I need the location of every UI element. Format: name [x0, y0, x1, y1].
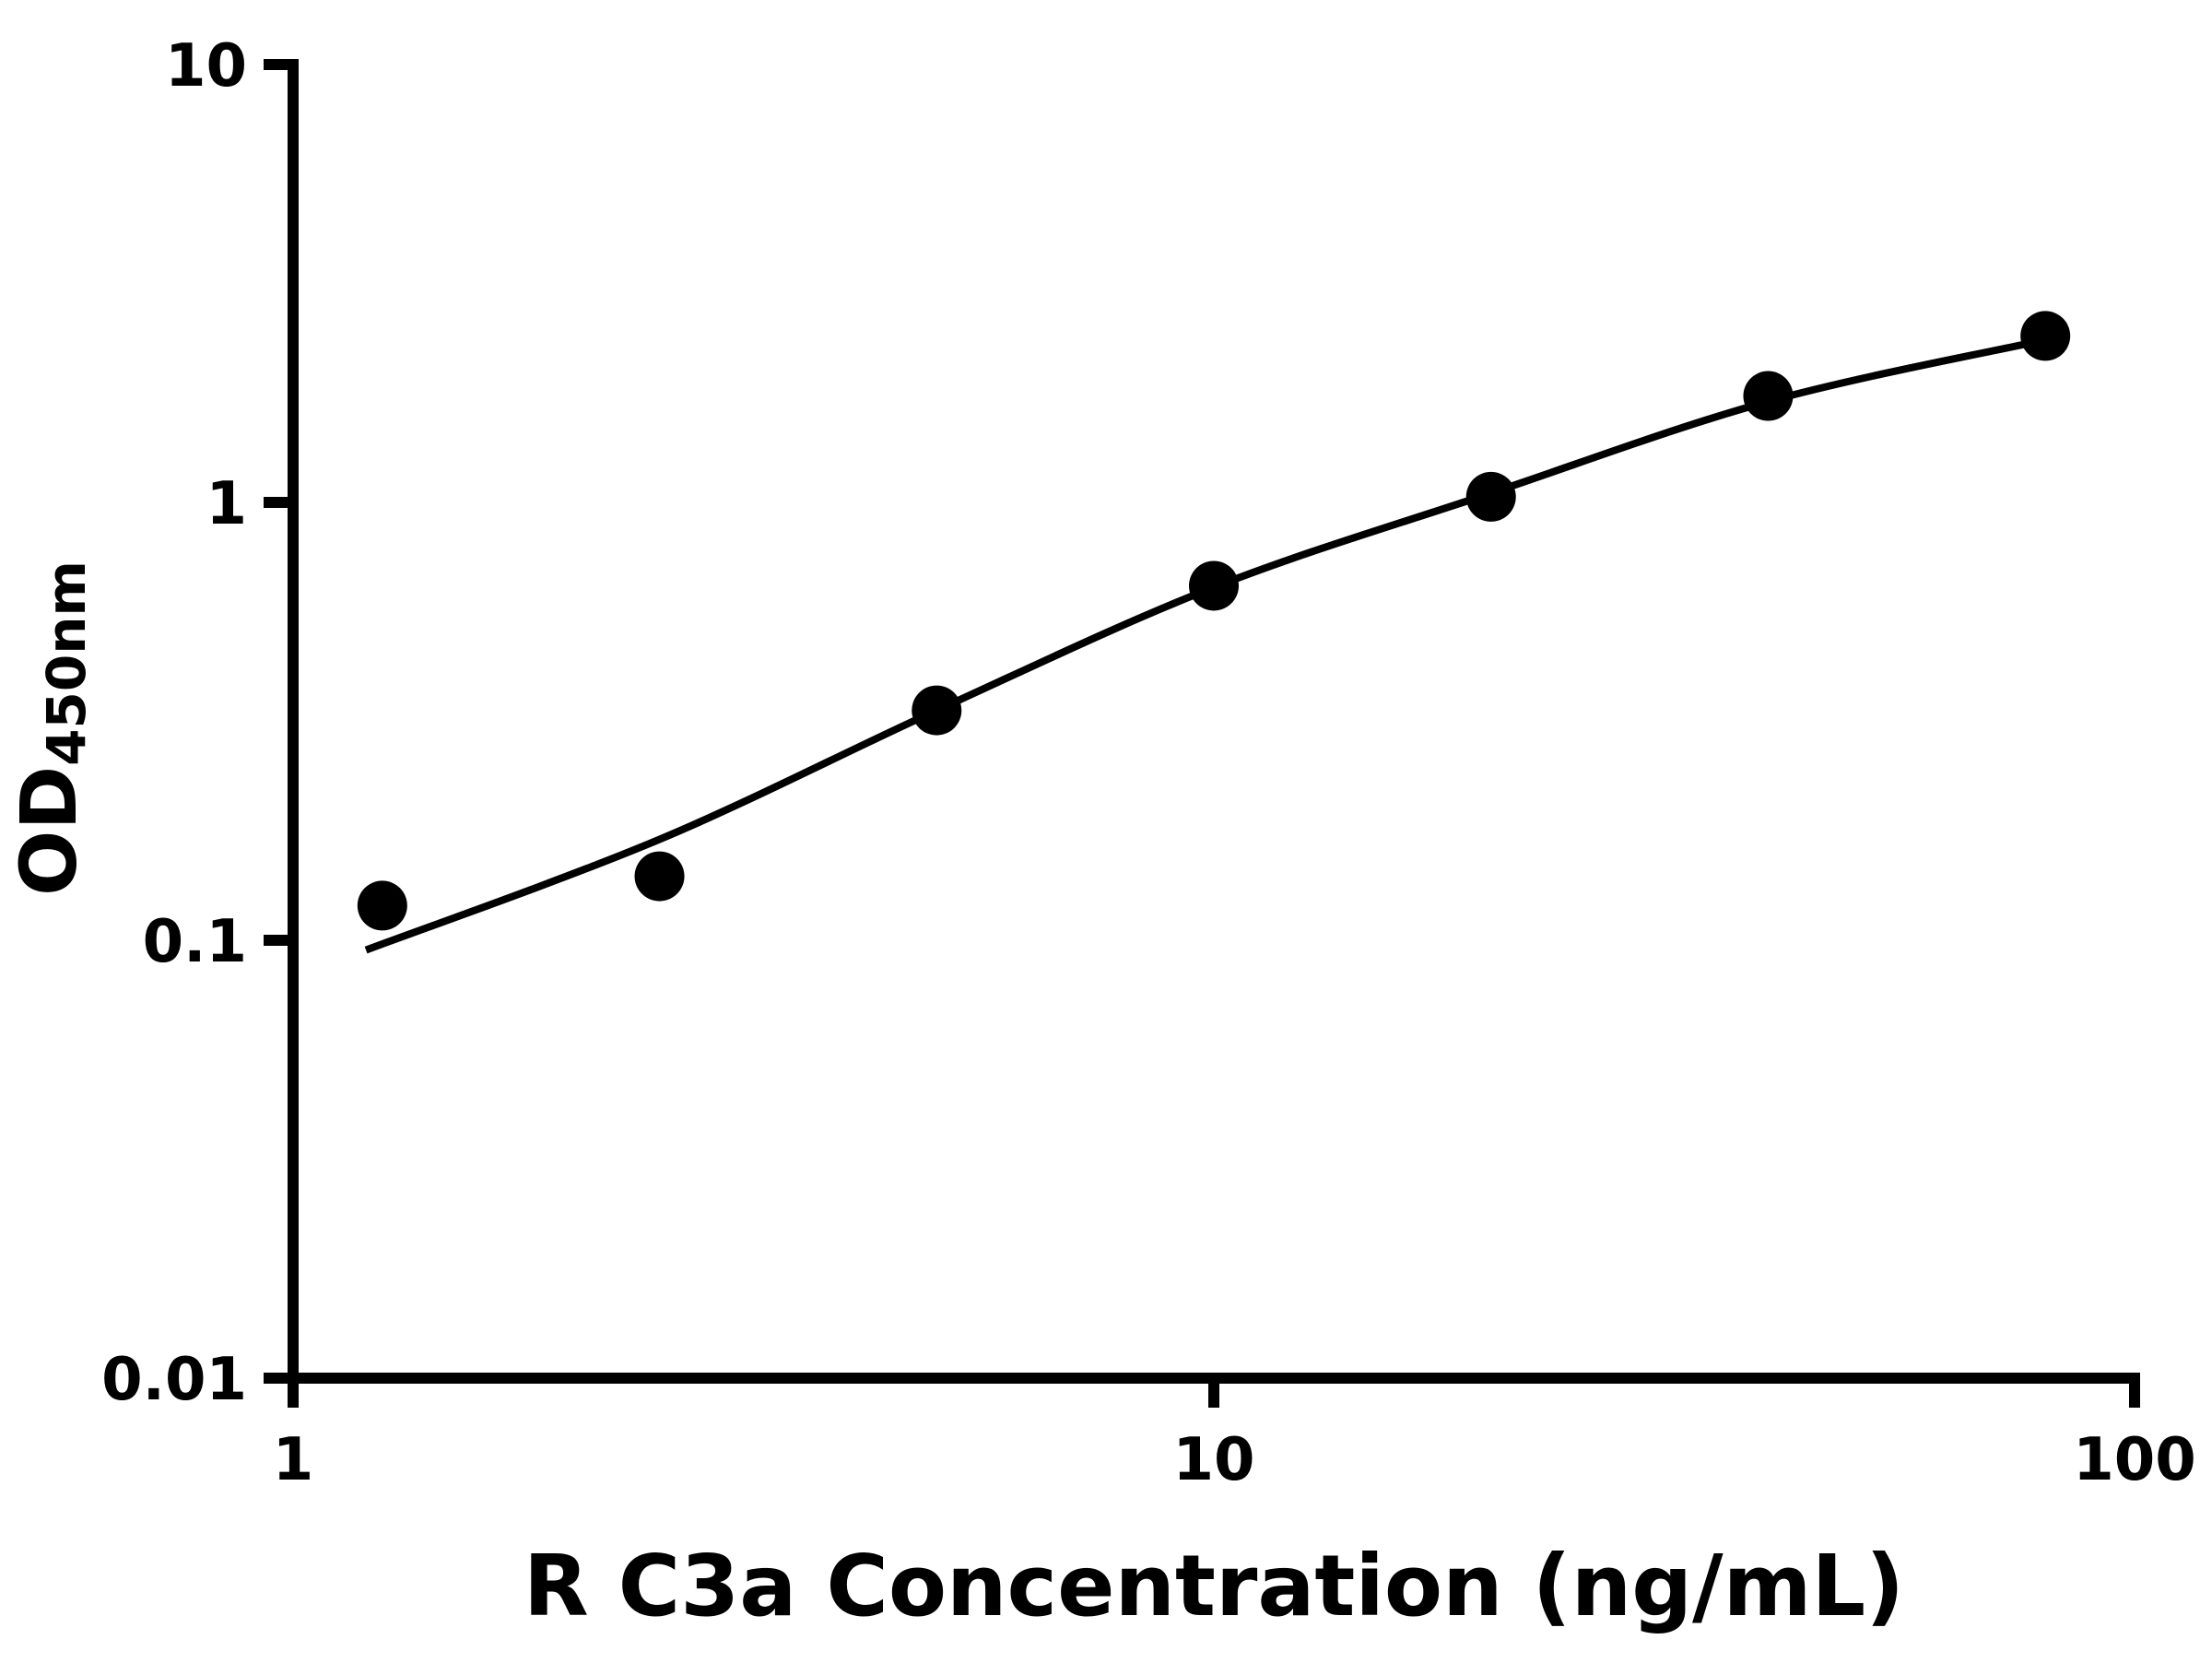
data-point-marker: [912, 685, 962, 736]
data-point-marker: [1189, 560, 1239, 611]
tick-labels-layer: 1 10 100 0.01 0.1 1 10: [101, 32, 2196, 1494]
x-tick-label: 10: [1172, 1426, 1254, 1494]
y-axis-label-main: OD: [4, 766, 94, 896]
x-axis-label: R C3a Concentration (ng/mL): [524, 1537, 1904, 1635]
data-point-marker: [634, 851, 685, 902]
data-point-marker: [2020, 311, 2071, 361]
y-tick-label: 1: [206, 470, 247, 538]
y-axis-label-subscript: 450nm: [35, 560, 98, 766]
x-tick-label: 1: [273, 1426, 314, 1494]
y-axis-label: OD450nm: [4, 560, 98, 896]
y-tick-label: 0.01: [101, 1346, 247, 1414]
axes-layer: [288, 59, 2140, 1384]
fit-curve-layer: [364, 336, 2047, 954]
data-point-marker: [1465, 471, 1516, 522]
y-tick-label: 10: [165, 32, 247, 100]
data-point-marker: [357, 880, 407, 931]
data-points-layer: [357, 311, 2071, 931]
data-point-marker: [1743, 371, 1794, 421]
y-tick-label: 0.1: [143, 908, 247, 976]
x-tick-label: 100: [2073, 1426, 2196, 1494]
tick-marks-layer: [264, 59, 2140, 1408]
fit-curve-path: [364, 336, 2047, 954]
